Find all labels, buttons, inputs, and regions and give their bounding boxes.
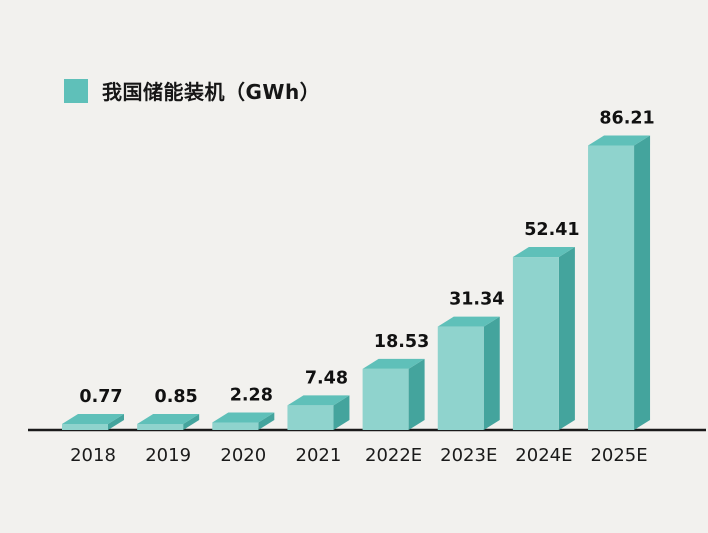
bar-side-face: [408, 358, 425, 430]
bar-side-face: [483, 316, 500, 430]
bar-top-face: [137, 414, 200, 424]
category-label: 2025E: [590, 445, 647, 466]
value-label: 31.34: [449, 290, 504, 310]
bar-side-face: [258, 412, 275, 430]
category-label: 2018: [70, 445, 116, 466]
value-label: 7.48: [305, 368, 348, 388]
bar-group: 7.48 2021: [287, 368, 350, 466]
bar-group: 31.34 2023E: [437, 290, 504, 466]
category-label: 2022E: [365, 445, 422, 466]
value-label: 52.41: [524, 220, 579, 240]
category-label: 2023E: [440, 445, 497, 466]
bar-front-face: [362, 368, 409, 430]
bar-group: 18.53 2022E: [362, 332, 429, 466]
bar-top-face: [287, 395, 350, 406]
value-label: 0.85: [155, 387, 198, 407]
bar-top-face: [62, 414, 124, 424]
category-label: 2019: [145, 445, 191, 466]
value-label: 18.53: [374, 332, 429, 352]
bar-front-face: [512, 257, 559, 430]
category-label: 2024E: [515, 445, 572, 466]
bar-side-face: [333, 395, 350, 430]
bar-group: 0.77 2018: [62, 387, 124, 466]
bar-front-face: [62, 424, 108, 430]
bar-top-face: [588, 135, 651, 146]
category-label: 2020: [220, 445, 266, 466]
bar-front-face: [212, 422, 259, 430]
bar-top-face: [512, 247, 575, 258]
bar-side-face: [558, 247, 575, 430]
bar-side-face: [634, 135, 651, 430]
category-label: 2021: [296, 445, 342, 466]
bar-side-face: [108, 414, 124, 430]
bar-group: 52.41 2024E: [512, 220, 580, 466]
legend-label: 我国储能装机（GWh）: [102, 80, 321, 104]
bar-group: 2.28 2020: [212, 385, 275, 466]
bar-front-face: [137, 424, 184, 430]
bar-front-face: [437, 326, 484, 430]
bar-group: 86.21 2025E: [588, 109, 655, 466]
bar-top-face: [362, 358, 425, 369]
bar-side-face: [183, 414, 200, 430]
value-label: 86.21: [599, 109, 654, 129]
bar-front-face: [588, 145, 635, 430]
bar-front-face: [287, 405, 334, 430]
value-label: 2.28: [230, 385, 273, 405]
bar-top-face: [212, 412, 275, 423]
bar-group: 0.85 2019: [137, 387, 200, 466]
legend-swatch: [64, 78, 88, 103]
value-label: 0.77: [79, 387, 122, 407]
bar-top-face: [437, 316, 500, 327]
legend: 我国储能装机（GWh）: [64, 76, 320, 105]
